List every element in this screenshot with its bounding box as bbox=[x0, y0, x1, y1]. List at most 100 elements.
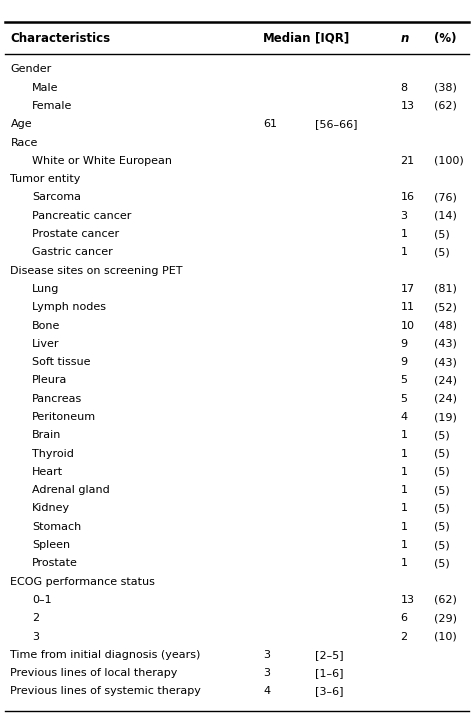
Text: Adrenal gland: Adrenal gland bbox=[32, 485, 109, 495]
Text: Female: Female bbox=[32, 101, 72, 111]
Text: 4: 4 bbox=[263, 687, 270, 696]
Text: Thyroid: Thyroid bbox=[32, 449, 73, 459]
Text: 9: 9 bbox=[401, 339, 408, 348]
Text: Disease sites on screening PET: Disease sites on screening PET bbox=[10, 266, 183, 276]
Text: (10): (10) bbox=[434, 632, 456, 642]
Text: 5: 5 bbox=[401, 393, 408, 404]
Text: (5): (5) bbox=[434, 467, 449, 477]
Text: Lung: Lung bbox=[32, 284, 59, 294]
Text: Liver: Liver bbox=[32, 339, 59, 348]
Text: 1: 1 bbox=[401, 449, 408, 459]
Text: 17: 17 bbox=[401, 284, 415, 294]
Text: Pancreatic cancer: Pancreatic cancer bbox=[32, 211, 131, 221]
Text: Median: Median bbox=[263, 32, 311, 44]
Text: 1: 1 bbox=[401, 522, 408, 531]
Text: 0–1: 0–1 bbox=[32, 595, 51, 605]
Text: (38): (38) bbox=[434, 83, 456, 93]
Text: (62): (62) bbox=[434, 595, 456, 605]
Text: (62): (62) bbox=[434, 101, 456, 111]
Text: (43): (43) bbox=[434, 357, 456, 367]
Text: 11: 11 bbox=[401, 302, 415, 312]
Text: Gastric cancer: Gastric cancer bbox=[32, 248, 112, 257]
Text: Pleura: Pleura bbox=[32, 375, 67, 386]
Text: 4: 4 bbox=[401, 412, 408, 422]
Text: (29): (29) bbox=[434, 613, 457, 623]
Text: (48): (48) bbox=[434, 321, 457, 330]
Text: 21: 21 bbox=[401, 156, 415, 166]
Text: 1: 1 bbox=[401, 229, 408, 239]
Text: 1: 1 bbox=[401, 485, 408, 495]
Text: Lymph nodes: Lymph nodes bbox=[32, 302, 106, 312]
Text: 61: 61 bbox=[263, 119, 277, 129]
Text: Male: Male bbox=[32, 83, 58, 93]
Text: n: n bbox=[401, 32, 409, 44]
Text: (76): (76) bbox=[434, 192, 456, 203]
Text: Previous lines of local therapy: Previous lines of local therapy bbox=[10, 668, 178, 678]
Text: (5): (5) bbox=[434, 540, 449, 550]
Text: Age: Age bbox=[10, 119, 32, 129]
Text: 1: 1 bbox=[401, 504, 408, 513]
Text: 5: 5 bbox=[401, 375, 408, 386]
Text: [1–6]: [1–6] bbox=[315, 668, 344, 678]
Text: Previous lines of systemic therapy: Previous lines of systemic therapy bbox=[10, 687, 201, 696]
Text: (5): (5) bbox=[434, 431, 449, 440]
Text: Peritoneum: Peritoneum bbox=[32, 412, 96, 422]
Text: Characteristics: Characteristics bbox=[10, 32, 110, 44]
Text: 13: 13 bbox=[401, 595, 415, 605]
Text: 2: 2 bbox=[32, 613, 39, 623]
Text: 1: 1 bbox=[401, 558, 408, 568]
Text: (5): (5) bbox=[434, 229, 449, 239]
Text: 10: 10 bbox=[401, 321, 415, 330]
Text: Bone: Bone bbox=[32, 321, 60, 330]
Text: 2: 2 bbox=[401, 632, 408, 642]
Text: (19): (19) bbox=[434, 412, 456, 422]
Text: (5): (5) bbox=[434, 522, 449, 531]
Text: 1: 1 bbox=[401, 248, 408, 257]
Text: [3–6]: [3–6] bbox=[315, 687, 344, 696]
Text: Pancreas: Pancreas bbox=[32, 393, 82, 404]
Text: (100): (100) bbox=[434, 156, 464, 166]
Text: Race: Race bbox=[10, 138, 38, 147]
Text: ECOG performance status: ECOG performance status bbox=[10, 576, 155, 587]
Text: 1: 1 bbox=[401, 540, 408, 550]
Text: Sarcoma: Sarcoma bbox=[32, 192, 81, 203]
Text: (5): (5) bbox=[434, 558, 449, 568]
Text: Gender: Gender bbox=[10, 65, 52, 74]
Text: 8: 8 bbox=[401, 83, 408, 93]
Text: 1: 1 bbox=[401, 431, 408, 440]
Text: Prostate: Prostate bbox=[32, 558, 78, 568]
Text: [56–66]: [56–66] bbox=[315, 119, 358, 129]
Text: White or White European: White or White European bbox=[32, 156, 172, 166]
Text: (14): (14) bbox=[434, 211, 456, 221]
Text: 6: 6 bbox=[401, 613, 408, 623]
Text: Prostate cancer: Prostate cancer bbox=[32, 229, 119, 239]
Text: (81): (81) bbox=[434, 284, 456, 294]
Text: Spleen: Spleen bbox=[32, 540, 70, 550]
Text: [IQR]: [IQR] bbox=[315, 32, 349, 44]
Text: (5): (5) bbox=[434, 504, 449, 513]
Text: 3: 3 bbox=[32, 632, 39, 642]
Text: (24): (24) bbox=[434, 375, 457, 386]
Text: Kidney: Kidney bbox=[32, 504, 70, 513]
Text: 16: 16 bbox=[401, 192, 415, 203]
Text: Heart: Heart bbox=[32, 467, 63, 477]
Text: (43): (43) bbox=[434, 339, 456, 348]
Text: 13: 13 bbox=[401, 101, 415, 111]
Text: Soft tissue: Soft tissue bbox=[32, 357, 90, 367]
Text: 9: 9 bbox=[401, 357, 408, 367]
Text: Time from initial diagnosis (years): Time from initial diagnosis (years) bbox=[10, 650, 201, 660]
Text: (%): (%) bbox=[434, 32, 456, 44]
Text: (24): (24) bbox=[434, 393, 457, 404]
Text: 3: 3 bbox=[401, 211, 408, 221]
Text: (52): (52) bbox=[434, 302, 456, 312]
Text: 3: 3 bbox=[263, 668, 270, 678]
Text: (5): (5) bbox=[434, 248, 449, 257]
Text: 3: 3 bbox=[263, 650, 270, 660]
Text: (5): (5) bbox=[434, 485, 449, 495]
Text: [2–5]: [2–5] bbox=[315, 650, 344, 660]
Text: 1: 1 bbox=[401, 467, 408, 477]
Text: (5): (5) bbox=[434, 449, 449, 459]
Text: Tumor entity: Tumor entity bbox=[10, 174, 81, 184]
Text: Stomach: Stomach bbox=[32, 522, 81, 531]
Text: Brain: Brain bbox=[32, 431, 61, 440]
